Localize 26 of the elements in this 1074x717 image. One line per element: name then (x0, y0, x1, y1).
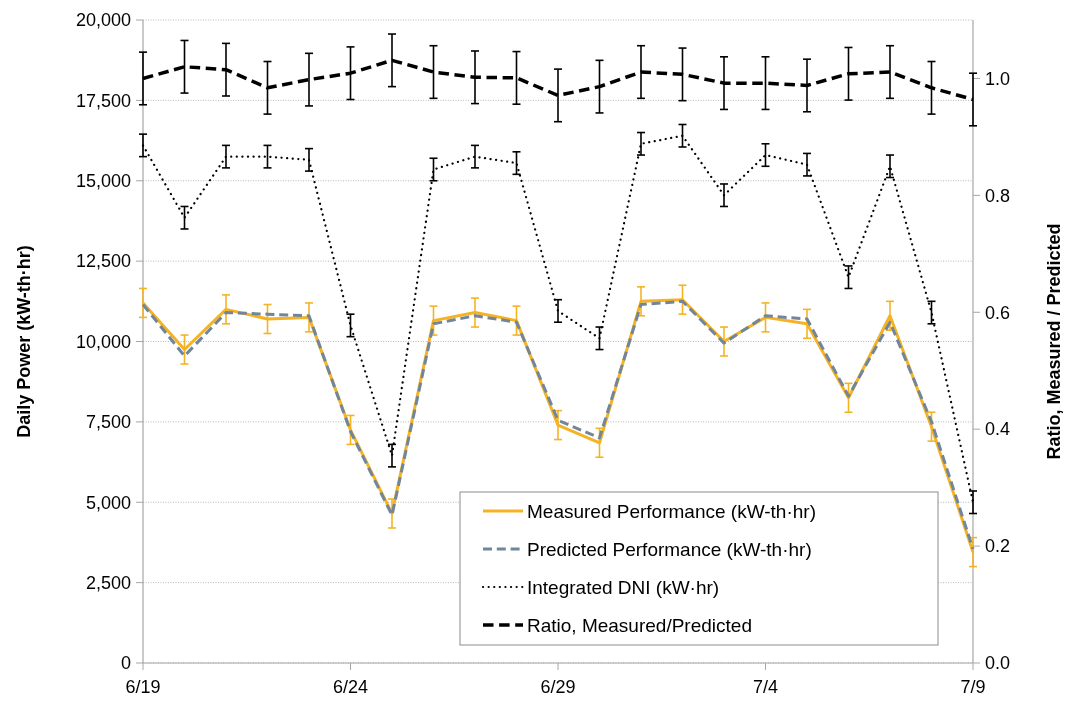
x-tick-label: 6/19 (125, 677, 161, 697)
y-tick-label: 5,000 (85, 492, 131, 513)
x-tick-label: 6/24 (332, 677, 369, 697)
y-axis-title: Daily Power (kW-th·hr) (14, 245, 34, 438)
x-tick-label: 7/4 (752, 677, 779, 697)
y2-tick-label: 1.0 (985, 68, 1011, 89)
legend-label: Measured Performance (kW-th·hr) (527, 500, 816, 522)
y-tick-label: 10,000 (75, 331, 131, 352)
legend-label: Integrated DNI (kW·hr) (527, 576, 720, 598)
legend-label: Ratio, Measured/Predicted (527, 614, 752, 636)
y-tick-label: 0 (120, 653, 131, 674)
y-tick-label: 15,000 (75, 171, 131, 192)
y2-axis-title: Ratio, Measured / Predicted (1044, 223, 1064, 460)
y2-tick-label: 0.8 (985, 185, 1011, 206)
y2-tick-label: 0.0 (985, 653, 1011, 674)
y-tick-label: 7,500 (85, 412, 131, 433)
y2-tick-label: 0.4 (985, 419, 1011, 440)
y2-tick-label: 0.2 (985, 536, 1011, 557)
y-tick-label: 12,500 (75, 251, 131, 272)
x-tick-label: 7/9 (960, 677, 986, 697)
y-tick-label: 17,500 (75, 90, 131, 111)
legend-label: Predicted Performance (kW-th·hr) (527, 538, 812, 560)
y2-tick-label: 0.6 (985, 302, 1011, 323)
y-tick-label: 2,500 (85, 572, 131, 593)
y-tick-label: 20,000 (75, 10, 131, 31)
x-tick-label: 6/29 (540, 677, 576, 697)
